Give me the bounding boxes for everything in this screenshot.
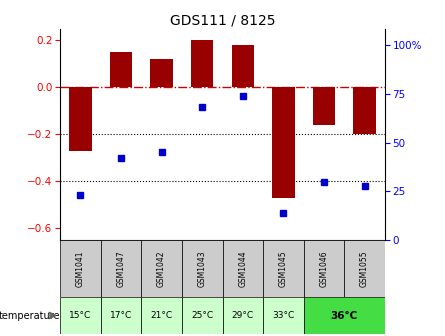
Bar bbox=[263, 297, 304, 334]
Bar bbox=[69, 87, 92, 151]
Bar bbox=[263, 240, 304, 297]
Text: 15°C: 15°C bbox=[69, 311, 92, 320]
Bar bbox=[232, 45, 254, 87]
Bar bbox=[60, 297, 101, 334]
Bar bbox=[191, 40, 213, 87]
Text: GSM1043: GSM1043 bbox=[198, 250, 206, 287]
Text: 29°C: 29°C bbox=[232, 311, 254, 320]
Text: 21°C: 21°C bbox=[150, 311, 173, 320]
Bar bbox=[353, 87, 376, 134]
Bar bbox=[304, 240, 344, 297]
Bar bbox=[142, 297, 182, 334]
Text: GSM1041: GSM1041 bbox=[76, 250, 85, 287]
Text: GSM1055: GSM1055 bbox=[360, 250, 369, 287]
Bar bbox=[182, 240, 222, 297]
Bar bbox=[222, 240, 263, 297]
Text: 17°C: 17°C bbox=[110, 311, 132, 320]
Bar bbox=[60, 240, 101, 297]
Bar bbox=[150, 59, 173, 87]
Bar bbox=[313, 87, 335, 125]
Text: GSM1045: GSM1045 bbox=[279, 250, 288, 287]
Text: GSM1042: GSM1042 bbox=[157, 250, 166, 287]
Text: 25°C: 25°C bbox=[191, 311, 213, 320]
Bar bbox=[142, 240, 182, 297]
Text: GSM1046: GSM1046 bbox=[320, 250, 328, 287]
Bar bbox=[304, 297, 385, 334]
Bar bbox=[272, 87, 295, 198]
Bar bbox=[101, 240, 142, 297]
Bar bbox=[182, 297, 222, 334]
Text: 36°C: 36°C bbox=[331, 310, 358, 321]
Bar bbox=[110, 52, 132, 87]
Text: temperature: temperature bbox=[0, 310, 60, 321]
Bar bbox=[222, 297, 263, 334]
Title: GDS111 / 8125: GDS111 / 8125 bbox=[170, 13, 275, 28]
Text: GSM1044: GSM1044 bbox=[239, 250, 247, 287]
Text: 33°C: 33°C bbox=[272, 311, 295, 320]
Text: GSM1047: GSM1047 bbox=[117, 250, 125, 287]
Bar bbox=[101, 297, 142, 334]
Bar bbox=[344, 240, 385, 297]
